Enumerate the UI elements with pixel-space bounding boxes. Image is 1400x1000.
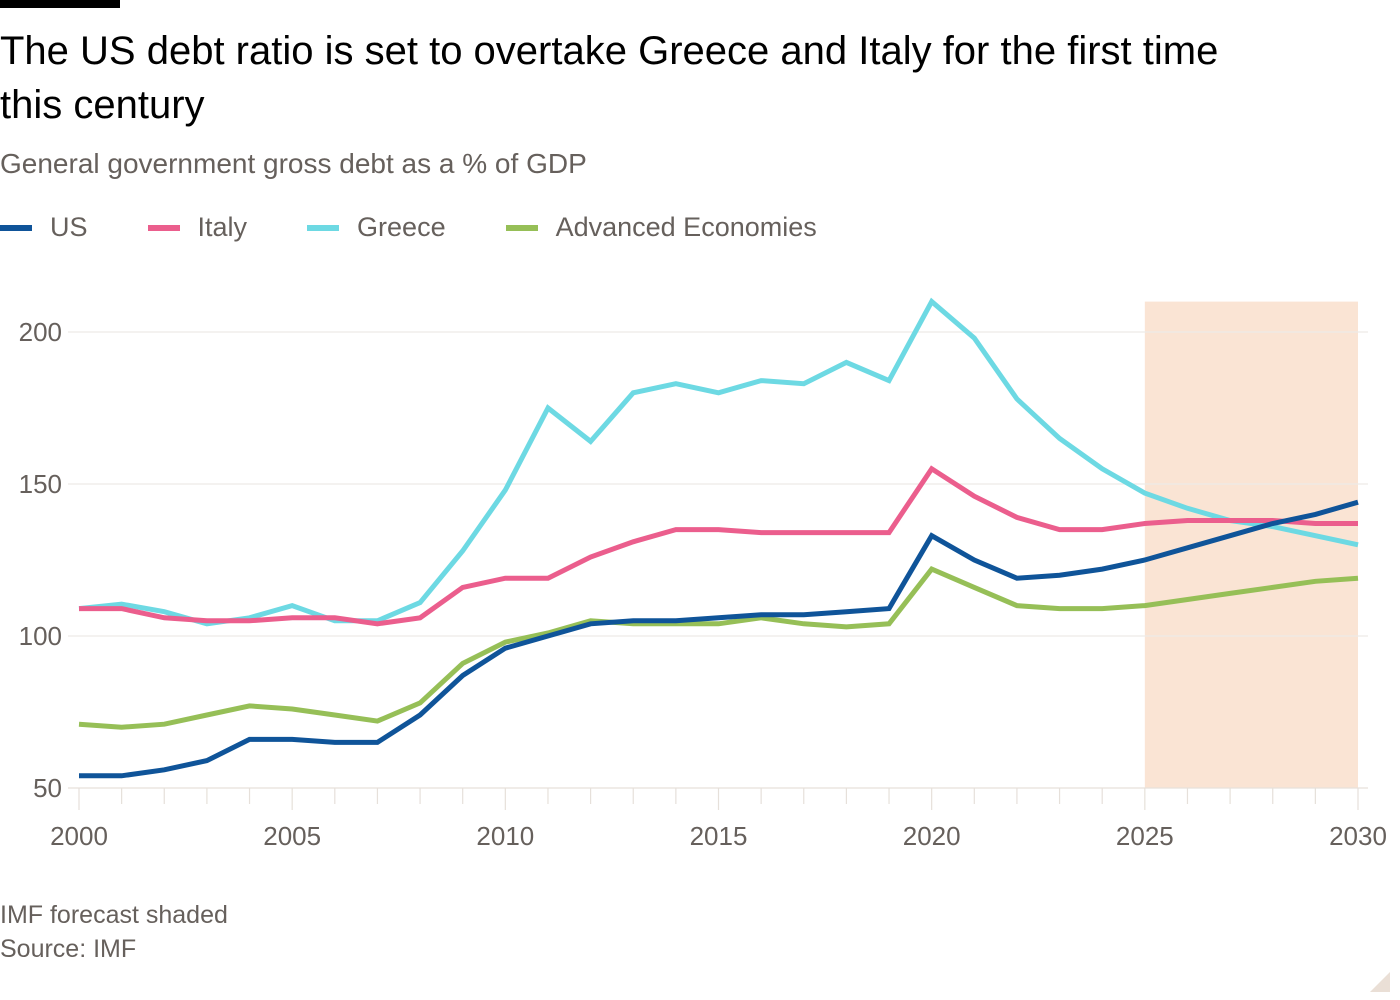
x-tick-label: 2005 — [263, 821, 321, 851]
legend-swatch — [505, 224, 538, 231]
legend-item-italy: Italy — [147, 212, 248, 243]
x-tick-label: 2025 — [1116, 821, 1174, 851]
forecast-shading — [1144, 301, 1358, 788]
legend-label: US — [50, 212, 88, 242]
legend-label: Greece — [357, 212, 446, 242]
x-tick-label: 2030 — [1329, 821, 1387, 851]
y-tick-label: 50 — [33, 773, 62, 803]
legend-item-greece: Greece — [307, 212, 446, 243]
legend-label: Italy — [197, 212, 248, 242]
forecast-note: IMF forecast shaded — [0, 901, 228, 929]
x-tick-label: 2015 — [690, 821, 748, 851]
series-line-italy — [79, 465, 1358, 627]
legend-swatch — [0, 224, 32, 231]
legend-label: Advanced Economies — [555, 212, 817, 242]
y-tick-label: 150 — [19, 469, 62, 499]
series-line-advanced-economies — [78, 566, 1359, 730]
x-tick-label: 2000 — [50, 821, 108, 851]
x-tick-label: 2010 — [476, 821, 534, 851]
legend: US Italy Greece Advanced Economies — [0, 212, 877, 243]
source-note: Source: IMF — [0, 935, 137, 963]
y-tick-label: 200 — [19, 317, 62, 347]
legend-item-advanced-economies: Advanced Economies — [505, 212, 817, 243]
brand-bar — [0, 0, 120, 8]
legend-swatch — [307, 224, 340, 231]
series-line-greece — [78, 297, 1359, 627]
series-line-us — [79, 499, 1359, 779]
footnote: IMF forecast shaded Source: IMF — [0, 898, 228, 966]
chart-title: The US debt ratio is set to overtake Gre… — [0, 29, 1219, 127]
legend-item-us: US — [0, 212, 88, 243]
corner-fold-icon — [1370, 972, 1390, 992]
x-tick-label: 2020 — [903, 821, 961, 851]
legend-swatch — [147, 224, 180, 231]
y-tick-label: 100 — [19, 621, 62, 651]
chart-subtitle: General government gross debt as a % of … — [0, 148, 587, 179]
